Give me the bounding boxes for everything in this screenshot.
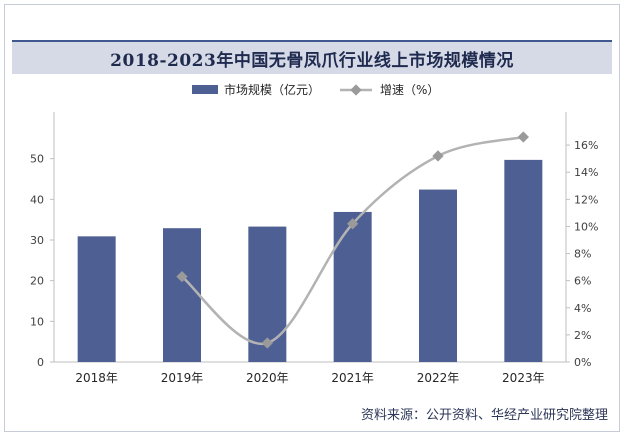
x-tick-label: 2022年 [417,371,460,385]
right-tick-label: 14% [574,166,598,179]
legend-marker-line [350,84,362,96]
right-tick-label: 0% [574,356,591,369]
growth-point [176,270,188,283]
left-tick-label: 50 [30,153,44,166]
bar [163,228,201,362]
left-tick-label: 40 [30,193,44,206]
growth-point [347,218,359,230]
right-tick-label: 6% [574,275,591,288]
legend-label-line: 增速（%） [380,83,439,97]
chart-title: 2018-2023年中国无骨凤爪行业线上市场规模情况 [110,50,514,71]
bar [77,236,116,362]
legend-swatch-bar [192,85,218,94]
source-note: 资料来源：公开资料、华经产业研究院整理 [360,408,608,423]
growth-point [432,150,444,162]
x-tick-label: 2018年 [75,371,118,385]
x-tick-label: 2023年 [502,371,545,385]
title-bar: 2018-2023年中国无骨凤爪行业线上市场规模情况 [12,40,612,74]
growth-point [261,337,273,349]
growth-point [517,131,529,143]
x-tick-label: 2019年 [161,371,204,385]
growth-line-path [181,135,524,346]
bar [333,211,372,362]
axes: 0 10 20 30 40 50 0% 2% 4% 6% 8% 10% 12% 14% 16% 2018年 20… [30,112,598,385]
legend-label-bar: 市场规模（亿元） [224,82,320,97]
left-tick-label: 20 [30,275,44,288]
left-tick-label: 30 [30,234,44,247]
right-tick-label: 16% [574,139,598,152]
bar [504,159,543,362]
right-tick-label: 8% [574,248,591,261]
x-tick-label: 2020年 [246,371,289,385]
growth-line [176,131,529,349]
left-tick-label: 10 [30,315,44,328]
right-tick-label: 4% [574,302,591,315]
bar [419,189,457,362]
x-tick-label: 2021年 [331,371,374,385]
right-tick-label: 12% [574,193,598,206]
left-tick-label: 0 [37,356,44,369]
right-tick-label: 10% [574,220,598,233]
bars [77,159,543,362]
right-tick-label: 2% [574,329,591,342]
legend: 市场规模（亿元） 增速（%） [192,82,439,97]
